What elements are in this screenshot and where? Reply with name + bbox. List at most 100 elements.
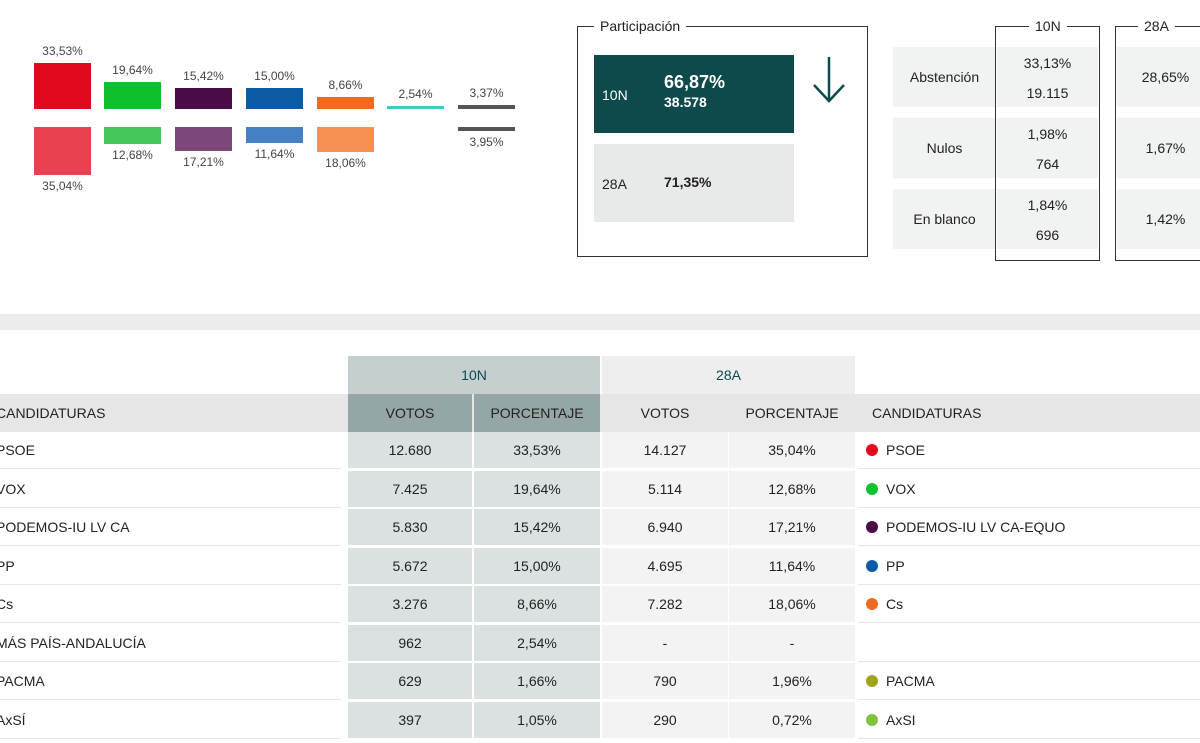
stat-cell: 33,13% 19.115	[997, 47, 1098, 107]
stats-column-28a: 28A 28,65% 1,67% 1,42%	[1115, 18, 1200, 261]
group-header-10n: 10N	[348, 356, 600, 394]
percent-28a: 35,04%	[729, 432, 855, 469]
table-row: VOX 7.425 19,64% 5.114 12,68% VOX	[0, 470, 1200, 509]
votes-10n: 3.276	[348, 586, 472, 623]
stat-pct: 1,84%	[1027, 197, 1068, 213]
bar-28a	[246, 127, 303, 143]
bar-28a	[34, 127, 91, 175]
stat-label-nulos: Nulos	[893, 118, 996, 178]
stat-pct: 1,98%	[1027, 126, 1068, 142]
bar-28a	[104, 127, 161, 145]
votes-28a: 14.127	[602, 432, 728, 469]
percent-10n: 15,00%	[474, 547, 600, 585]
header-votos-10n: VOTOS	[348, 394, 472, 432]
candidate-name-28a-label: Cs	[886, 596, 904, 612]
participation-pct: 66,87%	[664, 72, 726, 92]
candidate-name-28a-label: PSOE	[886, 442, 925, 458]
percent-10n: 1,05%	[474, 701, 600, 739]
stat-count: 764	[1035, 156, 1060, 172]
bar-label-10n: 8,66%	[328, 78, 363, 93]
stat-label-abstencion: Abstención	[893, 47, 996, 107]
participation-title: Participación	[594, 18, 687, 34]
votes-28a: -	[602, 624, 728, 662]
participation-key: 28A	[602, 176, 627, 192]
bar-label-10n: 3,37%	[469, 86, 504, 100]
participation-key: 10N	[602, 87, 628, 103]
candidate-name-28a: PACMA	[858, 663, 1200, 700]
column-title: 10N	[1029, 18, 1067, 34]
results-bar-chart: 33,53% 35,04% 19,64% 12,68% 15,42% 17,21% 15,0…	[0, 0, 560, 300]
stat-cell: 1,67%	[1117, 118, 1200, 178]
stat-label-blanco: En blanco	[893, 189, 996, 249]
stat-pct: 33,13%	[1023, 55, 1072, 71]
bar-label-28a: 12,68%	[112, 148, 153, 163]
candidate-name-28a-label: AxSI	[886, 711, 916, 728]
stat-cell: 28,65%	[1117, 47, 1200, 107]
participation-row-28a: 28A 71,35%	[594, 144, 794, 222]
header-porcentaje-28a: PORCENTAJE	[729, 394, 855, 432]
stat-pct: 28,65%	[1141, 69, 1190, 85]
candidate-name-28a: PSOE	[858, 432, 1200, 469]
bar-10n	[387, 105, 444, 109]
participation-panel: Participación 10N 66,87% 38.578 28A 71,3…	[577, 18, 868, 257]
candidate-name: PP	[0, 548, 341, 585]
candidate-name-28a-label: PP	[886, 557, 905, 574]
table-row: MÁS PAÍS-ANDALUCÍA 962 2,54% - -	[0, 624, 1200, 663]
percent-10n: 1,66%	[474, 663, 600, 700]
bar-label-28a: 3,95%	[469, 135, 504, 149]
section-divider	[0, 314, 1200, 330]
candidate-name-28a	[858, 625, 1200, 662]
candidate-name: MÁS PAÍS-ANDALUCÍA	[0, 625, 341, 662]
bar-label-10n: 33,53%	[42, 44, 83, 59]
bar-10n	[104, 82, 161, 109]
percent-28a: 12,68%	[729, 470, 855, 508]
candidate-name: PACMA	[0, 663, 341, 700]
percent-28a: 17,21%	[729, 509, 855, 546]
bar-label-10n: 19,64%	[112, 63, 153, 78]
stats-column-10n: 10N 33,13% 19.115 1,98% 764 1,84% 696	[995, 18, 1100, 261]
candidate-name-28a-label: VOX	[886, 480, 916, 497]
votes-28a: 6.940	[602, 509, 728, 546]
votes-10n: 397	[348, 701, 472, 739]
stat-cell: 1,84% 696	[997, 189, 1098, 249]
candidate-name-28a: VOX	[858, 471, 1200, 508]
party-color-dot-icon	[866, 675, 878, 687]
percent-28a: -	[729, 624, 855, 662]
bar-10n	[175, 87, 232, 109]
percent-10n: 8,66%	[474, 586, 600, 623]
stat-pct: 1,67%	[1145, 140, 1186, 156]
table-row: AxSÍ 397 1,05% 290 0,72% AxSI	[0, 701, 1200, 740]
header-votos-28a: VOTOS	[602, 394, 728, 432]
table-row: PODEMOS-IU LV CA 5.830 15,42% 6.940 17,21% PO…	[0, 509, 1200, 547]
candidate-name-28a: Cs	[858, 586, 1200, 623]
votes-28a: 5.114	[602, 470, 728, 508]
percent-10n: 2,54%	[474, 624, 600, 662]
table-row: PSOE 12.680 33,53% 14.127 35,04% PSOE	[0, 432, 1200, 470]
bar-10n	[246, 88, 303, 109]
candidate-name-28a: PP	[858, 548, 1200, 585]
candidate-name-28a: AxSI	[858, 702, 1200, 739]
bar-label-28a: 18,06%	[325, 155, 366, 170]
bar-28a	[175, 127, 232, 151]
bar-label-28a: 17,21%	[183, 154, 224, 169]
bar-label-10n: 15,42%	[183, 68, 224, 83]
candidate-name: AxSÍ	[0, 702, 341, 739]
votes-28a: 4.695	[602, 547, 728, 585]
votes-10n: 5.830	[348, 509, 472, 546]
percent-28a: 11,64%	[729, 547, 855, 585]
bar-28a	[317, 127, 374, 152]
percent-28a: 18,06%	[729, 586, 855, 623]
party-color-dot-icon	[866, 444, 878, 456]
candidate-name: PSOE	[0, 432, 341, 469]
votes-28a: 7.282	[602, 586, 728, 623]
bar-label-28a: 11,64%	[254, 146, 295, 161]
candidate-name-28a: PODEMOS-IU LV CA-EQUO	[858, 509, 1200, 546]
bar-10n	[34, 63, 91, 109]
header-candidaturas-28a: CANDIDATURAS	[872, 405, 982, 421]
participation-pct: 71,35%	[664, 174, 712, 190]
candidate-name: Cs	[0, 586, 341, 623]
table-row: PP 5.672 15,00% 4.695 11,64% PP	[0, 547, 1200, 586]
table-row: PACMA 629 1,66% 790 1,96% PACMA	[0, 663, 1200, 701]
candidate-name: VOX	[0, 471, 341, 508]
bar-label-10n: 15,00%	[254, 69, 295, 84]
